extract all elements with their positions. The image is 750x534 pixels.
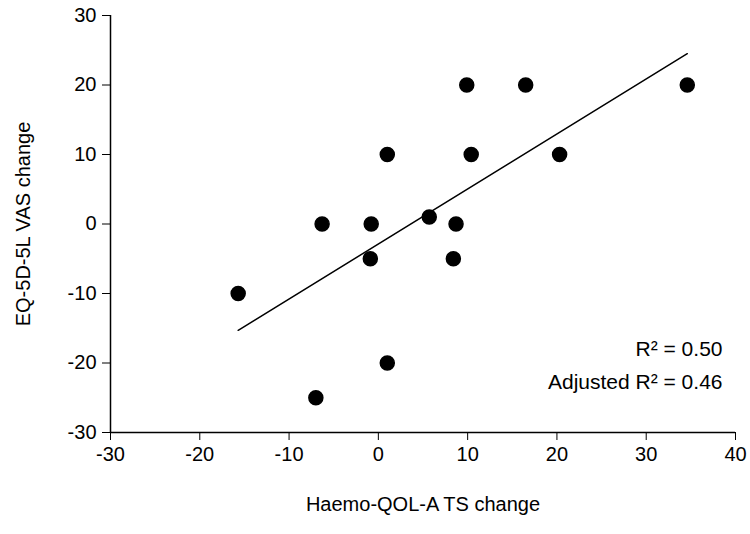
svg-text:0: 0 [85,212,96,234]
svg-text:Adjusted R² = 0.46: Adjusted R² = 0.46 [548,370,723,393]
svg-text:-30: -30 [68,421,97,443]
svg-text:-10: -10 [68,282,97,304]
svg-text:20: 20 [74,73,96,95]
svg-text:-10: -10 [275,443,304,465]
svg-text:-20: -20 [68,351,97,373]
svg-text:R² = 0.50: R² = 0.50 [636,337,723,360]
svg-text:0: 0 [373,443,384,465]
svg-text:30: 30 [635,443,657,465]
svg-text:10: 10 [74,143,96,165]
svg-text:30: 30 [74,4,96,26]
svg-text:-30: -30 [96,443,125,465]
svg-text:20: 20 [546,443,568,465]
svg-text:EQ-5D-5L VAS change: EQ-5D-5L VAS change [12,122,34,327]
svg-text:10: 10 [457,443,479,465]
svg-text:40: 40 [724,443,746,465]
svg-text:Haemo-QOL-A TS change: Haemo-QOL-A TS change [306,493,540,515]
svg-text:-20: -20 [185,443,214,465]
